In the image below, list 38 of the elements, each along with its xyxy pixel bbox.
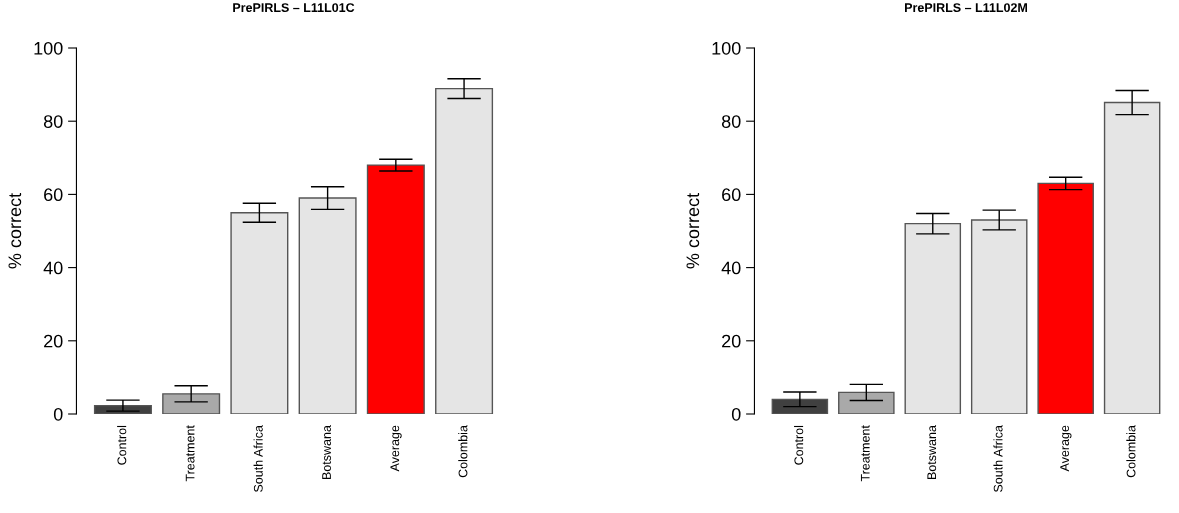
bar [366,164,425,414]
y-axis-title: % correct [8,193,22,269]
chart-title: PrePIRLS – L11L02M [905,3,1027,13]
y-tick-label: 80 [43,115,63,128]
x-tick-label: Botswana [927,425,937,479]
y-tick-label: 60 [722,188,741,202]
y-tick-label: 100 [712,41,741,55]
x-tick-label: South Africa [993,425,1003,492]
chart-title: PrePIRLS – L11L01C [233,3,355,13]
bar [1103,101,1161,414]
x-tick-label: Control [117,425,127,465]
bar [435,87,494,414]
bar [230,212,289,414]
bar [771,398,829,414]
bar [1037,182,1094,414]
y-tick-label: 40 [43,261,63,275]
y-tick-label: 80 [721,115,741,128]
x-tick-label: Colombia [1126,425,1136,478]
x-tick-label: Control [794,425,804,465]
y-tick-label: 0 [731,407,741,421]
y-axis-title: % correct [686,193,700,269]
x-tick-label: Colombia [458,425,468,478]
bar [838,391,895,414]
y-tick-label: 60 [44,188,63,202]
y-tick-label: 20 [44,334,63,348]
bar [970,219,1028,414]
x-tick-label: Average [1060,425,1072,472]
x-tick-label: Average [390,425,402,472]
x-tick-label: Treatment [860,425,870,482]
bar [904,222,962,414]
x-tick-label: Treatment [185,425,195,482]
bar [298,197,357,414]
x-tick-label: Botswana [322,425,331,479]
y-tick-label: 20 [722,334,741,348]
y-tick-label: 40 [721,261,741,275]
y-tick-label: 0 [53,407,63,421]
x-tick-label: South Africa [253,425,263,492]
y-tick-label: 100 [34,41,63,55]
